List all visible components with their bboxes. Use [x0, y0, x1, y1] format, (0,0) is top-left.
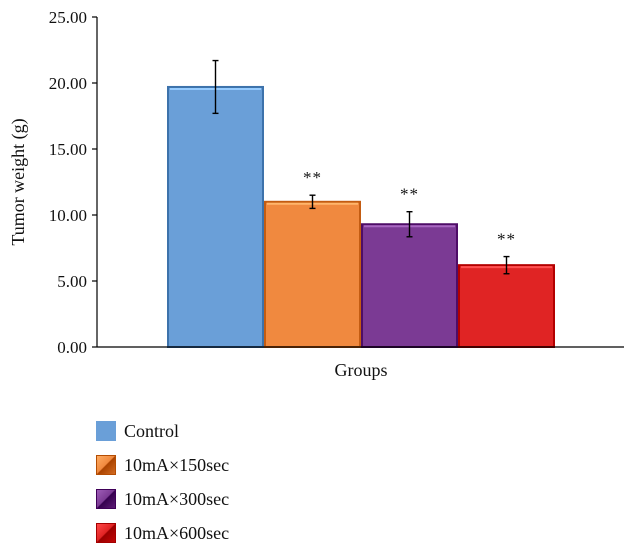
y-tick-label: 20.00 [49, 74, 87, 93]
error-bar [309, 194, 316, 210]
legend-label: 10mA×150sec [124, 454, 230, 475]
legend-label: 10mA×600sec [124, 522, 230, 543]
y-tick-label: 10.00 [49, 206, 87, 225]
y-tick-label: 15.00 [49, 140, 87, 159]
legend-swatch [96, 489, 116, 509]
bar-control [167, 85, 264, 349]
bars: ** ** ** [167, 59, 555, 349]
x-axis-label: Groups [335, 360, 388, 380]
y-tick-label: 25.00 [49, 8, 87, 27]
error-bar [212, 59, 219, 115]
legend-item-control: Control [96, 414, 229, 448]
bar-chart: Tumor weight (g) Groups 0.00 5.00 10.00 15.… [8, 8, 624, 380]
y-axis-label: Tumor weight (g) [8, 118, 29, 245]
significance-marker: ** [497, 230, 516, 249]
error-bar [406, 210, 413, 238]
y-tick-label: 5.00 [57, 272, 87, 291]
legend-item-10ma-150sec: 10mA×150sec [96, 448, 229, 482]
error-bar [503, 255, 510, 275]
significance-marker: ** [303, 168, 322, 187]
legend-item-10ma-600sec: 10mA×600sec [96, 516, 229, 550]
legend-swatch [96, 455, 116, 475]
y-axis-ticks: 0.00 5.00 10.00 15.00 20.00 25.00 [49, 8, 97, 357]
bar-10ma-300sec [361, 223, 458, 349]
legend-label: Control [124, 420, 180, 441]
legend-swatch [96, 421, 116, 441]
bar-10ma-150sec [264, 200, 361, 348]
bar-10ma-600sec [458, 264, 555, 348]
legend-swatch [96, 523, 116, 543]
legend-item-10ma-300sec: 10mA×300sec [96, 482, 229, 516]
y-tick-label: 0.00 [57, 338, 87, 357]
significance-marker: ** [400, 185, 419, 204]
legend-label: 10mA×300sec [124, 488, 230, 509]
legend: Control 10mA×150sec 10mA×300sec 10mA×600sec [96, 414, 229, 550]
